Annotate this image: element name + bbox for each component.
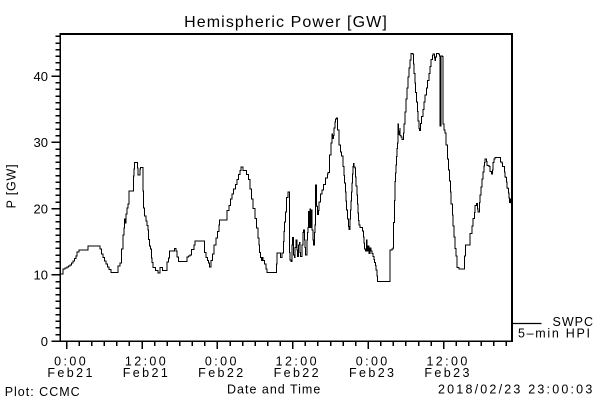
svg-text:0:00: 0:00: [205, 355, 239, 369]
svg-text:Hemispheric Power [GW]: Hemispheric Power [GW]: [184, 14, 388, 31]
svg-text:Date and Time: Date and Time: [227, 383, 321, 397]
svg-text:Feb22: Feb22: [274, 366, 321, 380]
svg-text:20: 20: [34, 201, 48, 216]
svg-text:Feb21: Feb21: [123, 366, 170, 380]
svg-text:40: 40: [34, 69, 48, 84]
svg-text:Plot: CCMC: Plot: CCMC: [5, 385, 81, 399]
svg-text:30: 30: [34, 135, 48, 150]
svg-text:SWPC: SWPC: [553, 315, 595, 329]
svg-text:Feb21: Feb21: [47, 366, 94, 380]
svg-text:0:00: 0:00: [54, 355, 88, 369]
svg-text:10: 10: [34, 268, 48, 283]
svg-text:5–min HPI: 5–min HPI: [518, 327, 592, 341]
svg-text:12:00: 12:00: [125, 355, 168, 369]
svg-text:Feb23: Feb23: [424, 366, 471, 380]
svg-text:12:00: 12:00: [276, 355, 319, 369]
svg-text:P [GW]: P [GW]: [5, 164, 19, 209]
svg-text:0:00: 0:00: [356, 355, 390, 369]
svg-text:12:00: 12:00: [426, 355, 469, 369]
svg-text:2018/02/23 23:00:03: 2018/02/23 23:00:03: [438, 383, 595, 397]
svg-text:Feb22: Feb22: [198, 366, 245, 380]
svg-text:0: 0: [41, 334, 48, 349]
svg-text:Feb23: Feb23: [349, 366, 396, 380]
